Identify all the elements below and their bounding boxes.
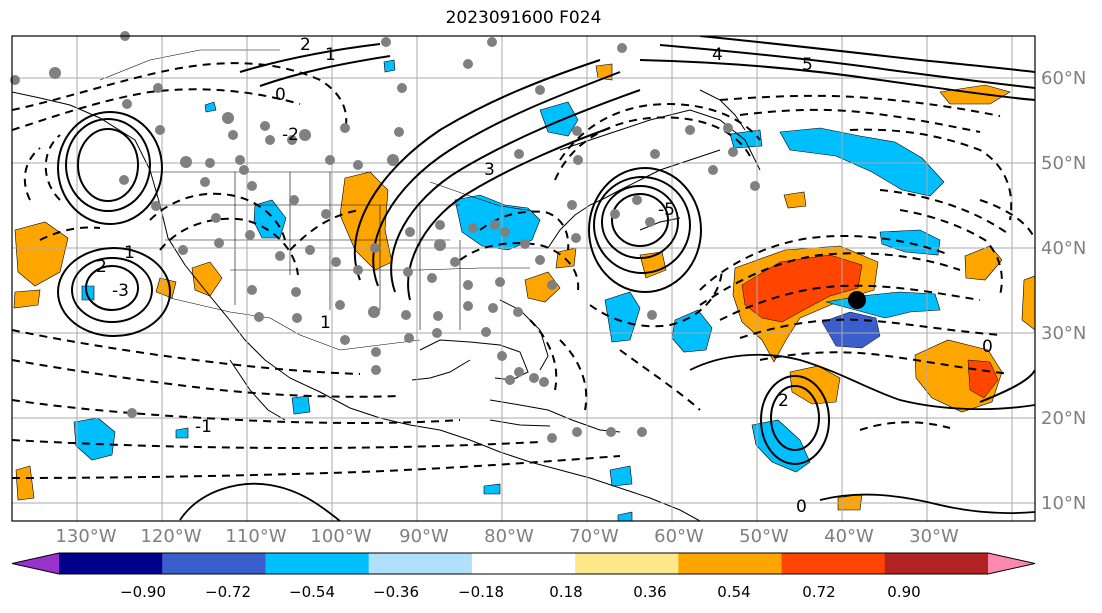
- contour-label: -1: [195, 417, 212, 437]
- colorbar-outline: [11, 552, 1036, 575]
- colorbar: [11, 552, 1036, 575]
- lon-label: 40°W: [824, 526, 874, 547]
- lat-label: 20°N: [1041, 408, 1086, 429]
- lat-label: 10°N: [1041, 493, 1086, 514]
- lon-label: 100°W: [310, 526, 371, 547]
- lat-label: 50°N: [1041, 153, 1086, 174]
- storm-center-marker: [848, 291, 866, 309]
- colorbar-tick-label: −0.90: [120, 583, 166, 601]
- latitude-labels: 60°N 50°N 40°N 30°N 20°N 10°N: [1041, 68, 1086, 514]
- lon-label: 80°W: [484, 526, 534, 547]
- colorbar-tick-label: 0.90: [887, 583, 920, 601]
- colorbar-segment: [678, 553, 783, 574]
- colorbar-segment: [884, 553, 989, 574]
- colorbar-segment: [781, 553, 886, 574]
- contour-label: 4: [712, 45, 723, 65]
- contour-label: -2: [282, 125, 299, 145]
- contour-label: 1: [124, 243, 135, 263]
- contour-label: 3: [484, 160, 495, 180]
- colorbar-tick-label: −0.18: [458, 583, 504, 601]
- colorbar-tick-label: −0.54: [289, 583, 335, 601]
- contour-label: 2: [96, 257, 107, 277]
- lat-label: 30°N: [1041, 323, 1086, 344]
- lon-label: 90°W: [399, 526, 449, 547]
- contour-label: -5: [658, 200, 675, 220]
- colorbar-segment: [575, 553, 679, 574]
- colorbar-segment: [471, 553, 576, 574]
- lon-label: 120°W: [140, 526, 201, 547]
- political-borders: [99, 49, 541, 351]
- colorbar-ticks: −0.90 −0.72 −0.54 −0.36 −0.18 0.18 0.36 …: [120, 583, 921, 601]
- graticule: [12, 36, 1035, 521]
- contour-label: 1: [320, 313, 331, 333]
- colorbar-segment: [265, 553, 370, 574]
- lon-label: 30°W: [909, 526, 959, 547]
- lat-label: 40°N: [1041, 238, 1086, 259]
- colorbar-segment: [988, 553, 1035, 574]
- colorbar-segment: [368, 553, 473, 574]
- colorbar-tick-label: −0.36: [373, 583, 419, 601]
- colorbar-tick-label: 0.36: [633, 583, 666, 601]
- lon-label: 70°W: [569, 526, 619, 547]
- colorbar-segment: [162, 553, 266, 574]
- shaded-anomalies: [13, 59, 1035, 521]
- map-title: 2023091600 F024: [445, 8, 602, 28]
- observation-dots: [10, 31, 760, 443]
- lon-label: 110°W: [225, 526, 286, 547]
- contour-label: 1: [325, 45, 336, 65]
- lat-label: 60°N: [1041, 68, 1086, 89]
- colorbar-tick-label: 0.18: [549, 583, 582, 601]
- contour-label: 0: [982, 337, 993, 357]
- contours: [12, 36, 1035, 521]
- contour-label: 0: [796, 497, 807, 517]
- contour-labels: 2 1 0 4 5 3 2 1 -2 -3 -5 -1 0 2 1 0: [96, 35, 993, 517]
- coastlines: [12, 89, 761, 521]
- map-frame: [11, 35, 1036, 522]
- contour-label: -3: [112, 281, 129, 301]
- longitude-labels: 130°W 120°W 110°W 100°W 90°W 80°W 70°W 6…: [55, 526, 959, 547]
- contour-label: 2: [300, 35, 311, 55]
- colorbar-segment: [12, 553, 59, 574]
- lon-label: 130°W: [55, 526, 116, 547]
- lon-label: 60°W: [654, 526, 704, 547]
- colorbar-tick-label: 0.54: [717, 583, 750, 601]
- colorbar-tick-label: 0.72: [802, 583, 835, 601]
- colorbar-tick-label: −0.72: [205, 583, 251, 601]
- contour-label: 5: [802, 55, 813, 75]
- colorbar-segment: [59, 553, 163, 574]
- contour-label: 0: [275, 85, 286, 105]
- contour-label: 2: [778, 391, 789, 411]
- lon-label: 50°W: [739, 526, 789, 547]
